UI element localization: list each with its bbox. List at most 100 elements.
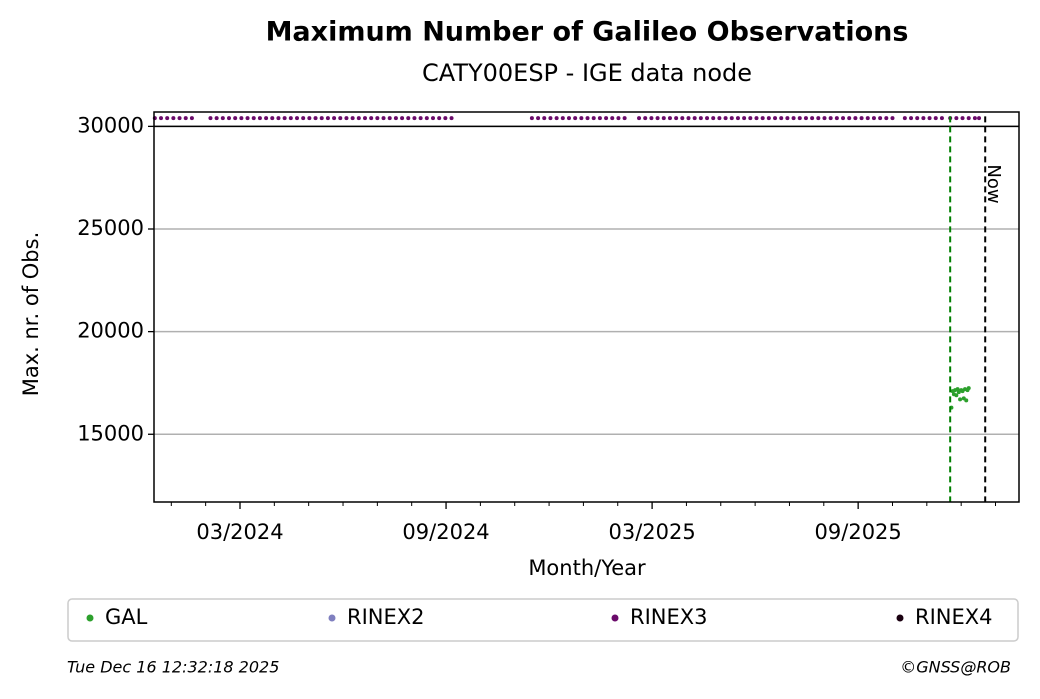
data-point [667,116,672,121]
data-point [220,116,225,121]
x-axis-label: Month/Year [528,556,646,580]
data-point [742,116,747,121]
y-tick-label: 25000 [77,216,144,240]
data-point [680,116,685,121]
data-point [375,116,380,121]
legend-label: GAL [105,605,148,629]
data-point [165,116,170,121]
data-point [307,116,312,121]
data-point [418,116,423,121]
data-point [797,116,802,121]
data-point [189,116,194,121]
data-point [159,116,164,121]
data-point [412,116,417,121]
data-point [637,116,642,121]
marker-label: Now [983,164,1004,203]
legend-box [67,598,1019,642]
data-point [847,116,852,121]
legend-marker [86,614,94,622]
data-point [785,116,790,121]
legend-label: RINEX3 [630,605,708,629]
data-point [424,116,429,121]
data-point [810,116,815,121]
data-point [591,116,596,121]
data-point [369,116,374,121]
data-point [393,116,398,121]
data-point [964,398,969,403]
data-point [791,116,796,121]
data-point [966,116,971,121]
data-point [977,116,982,121]
data-point [954,116,959,121]
data-point [294,116,299,121]
data-point [773,116,778,121]
data-point [878,116,883,121]
data-point [387,116,392,121]
data-point [841,116,846,121]
data-point [705,116,710,121]
data-point [301,116,306,121]
data-point [430,116,435,121]
data-point [927,116,932,121]
data-point [909,116,914,121]
data-point [890,116,895,121]
data-point [529,116,534,121]
data-point [566,116,571,121]
data-point [332,116,337,121]
data-point [604,116,609,121]
data-point [958,397,963,402]
data-point [233,116,238,121]
data-point [686,116,691,121]
data-point [729,116,734,121]
footer-credit: ©GNSS@ROB [900,658,1011,677]
data-point [834,116,839,121]
data-point [803,116,808,121]
data-point [437,116,442,121]
data-point [921,116,926,121]
data-point [251,116,256,121]
data-point [661,116,666,121]
data-point [257,116,262,121]
data-point [288,116,293,121]
data-point [406,116,411,121]
data-point [183,116,188,121]
data-point [177,116,182,121]
data-point [338,116,343,121]
data-point [616,116,621,121]
data-point [554,116,559,121]
data-point [972,116,977,121]
data-point [698,116,703,121]
data-point [939,116,944,121]
data-point [649,116,654,121]
x-tick-label: 03/2024 [196,520,283,544]
data-point [915,116,920,121]
data-point [779,116,784,121]
y-axis-label: Max. nr. of Obs. [19,232,43,397]
data-point [692,116,697,121]
plot-frame [153,111,1020,503]
data-point [622,116,627,121]
x-tick-label: 09/2024 [402,520,489,544]
data-point [208,116,213,121]
data-point [933,116,938,121]
legend-marker [611,614,619,622]
y-tick-label: 20000 [77,319,144,343]
data-point [264,116,269,121]
data-point [282,116,287,121]
data-point [400,116,405,121]
data-point [356,116,361,121]
data-point [723,116,728,121]
legend-marker [896,614,904,622]
y-tick-label: 30000 [77,113,144,137]
data-point [816,116,821,121]
legend-label: RINEX2 [347,605,425,629]
data-point [536,116,541,121]
data-point [227,116,232,121]
data-point [871,116,876,121]
data-point [245,116,250,121]
data-point [313,116,318,121]
data-point [643,116,648,121]
data-point [239,116,244,121]
